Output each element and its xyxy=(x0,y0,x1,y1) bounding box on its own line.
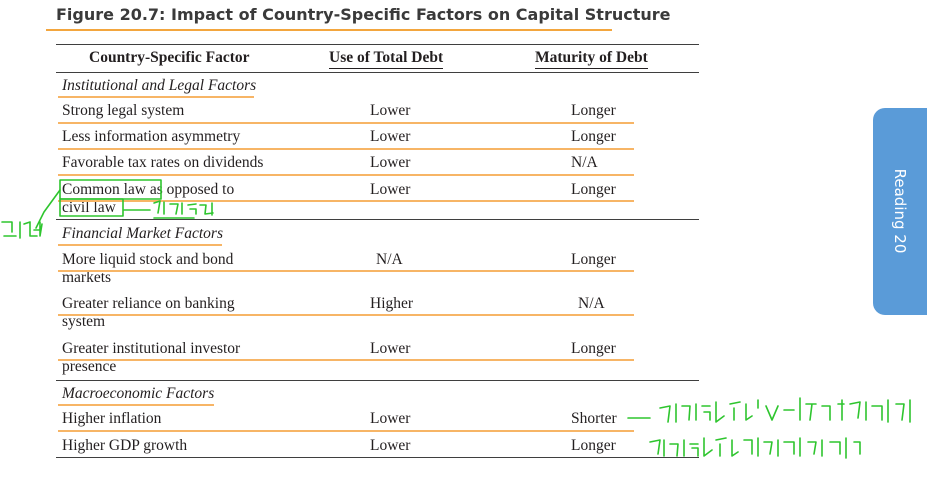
maturity-cell: Shorter xyxy=(571,410,617,427)
section-title-financial: Financial Market Factors xyxy=(62,225,223,242)
factor-cell: Strong legal system xyxy=(62,102,185,119)
header-total-debt: Use of Total Debt xyxy=(329,49,444,69)
debt-cell: Lower xyxy=(370,340,411,357)
factor-cell-continued: civil law xyxy=(62,199,116,216)
section-rule xyxy=(56,380,699,381)
scribble-note-line1 xyxy=(659,397,911,423)
debt-cell: Higher xyxy=(370,295,414,312)
factor-cell: Higher GDP growth xyxy=(62,437,188,454)
debt-cell: Lower xyxy=(370,437,411,454)
common-law-box xyxy=(59,179,162,200)
maturity-cell: Longer xyxy=(571,251,616,268)
debt-cell: N/A xyxy=(376,251,403,268)
scribble-note-left xyxy=(1,221,43,239)
highlight-line xyxy=(58,96,254,98)
debt-cell: Lower xyxy=(370,102,411,119)
connector-line xyxy=(35,189,61,229)
highlight-line xyxy=(58,314,634,316)
highlight-line xyxy=(58,270,634,272)
highlight-line xyxy=(58,200,634,202)
reading-tab xyxy=(873,108,927,315)
factor-cell: More liquid stock and bond xyxy=(62,251,234,268)
figure-title: Figure 20.7: Impact of Country-Specific … xyxy=(56,5,671,24)
factor-cell: Greater reliance on banking xyxy=(62,295,235,312)
maturity-cell: N/A xyxy=(578,295,605,312)
factor-cell: Common law as opposed to xyxy=(62,181,235,198)
maturity-cell: Longer xyxy=(571,102,616,119)
debt-cell: Lower xyxy=(370,154,411,171)
maturity-cell: Longer xyxy=(571,181,616,198)
highlight-line xyxy=(58,430,634,432)
highlight-line xyxy=(58,148,634,150)
scribble-note-civil-law xyxy=(153,200,214,219)
table-bottom-rule xyxy=(56,457,699,458)
highlight-line xyxy=(58,122,634,124)
section-title-macro: Macroeconomic Factors xyxy=(62,385,215,402)
header-maturity: Maturity of Debt xyxy=(535,49,648,69)
scribble-note-line2 xyxy=(649,437,861,459)
title-rule xyxy=(46,29,612,31)
header-rule xyxy=(56,72,699,73)
factor-cell-continued: markets xyxy=(62,269,112,286)
section-rule xyxy=(56,219,699,220)
highlight-line xyxy=(58,244,222,246)
factor-cell-continued: presence xyxy=(62,358,117,375)
maturity-cell: N/A xyxy=(571,154,598,171)
maturity-cell: Longer xyxy=(571,437,616,454)
maturity-cell: Longer xyxy=(571,340,616,357)
debt-cell: Lower xyxy=(370,181,411,198)
highlight-line xyxy=(58,174,634,176)
factor-cell: Favorable tax rates on dividends xyxy=(62,154,264,171)
factor-cell-continued: system xyxy=(62,313,106,330)
civil-law-box xyxy=(59,198,124,217)
factor-cell: Greater institutional investor xyxy=(62,340,241,357)
highlight-line xyxy=(58,359,634,361)
highlight-line xyxy=(58,404,214,406)
debt-cell: Lower xyxy=(370,128,411,145)
factor-cell: Higher inflation xyxy=(62,410,162,427)
table-top-rule xyxy=(56,44,699,45)
header-factor: Country-Specific Factor xyxy=(89,49,250,66)
maturity-cell: Longer xyxy=(571,128,616,145)
debt-cell: Lower xyxy=(370,410,411,427)
factor-cell: Less information asymmetry xyxy=(62,128,241,145)
section-title-institutional: Institutional and Legal Factors xyxy=(62,77,257,94)
